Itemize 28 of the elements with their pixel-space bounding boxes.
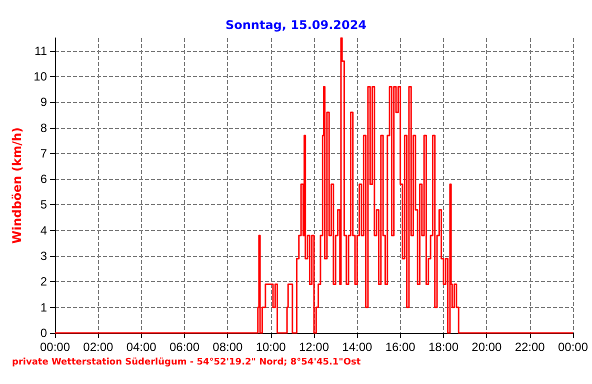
x-tick-label: 14:00	[342, 340, 373, 354]
x-tick-label: 08:00	[212, 340, 244, 354]
x-tick-label: 18:00	[428, 340, 459, 354]
y-tick-label: 9	[40, 95, 48, 110]
x-tick-label: 06:00	[169, 340, 200, 354]
y-tick-label: 3	[40, 249, 48, 264]
x-tick-label: 02:00	[83, 340, 114, 354]
x-tick-label: 20:00	[472, 340, 502, 354]
text: private Wetterstation Süderlügum - 54°52'19.2" Nord; 8°54'45.1"Ost	[12, 358, 362, 368]
y-tick-label: 6	[40, 172, 48, 186]
y-tick-label: 7	[40, 146, 48, 160]
chart-title: Sonntag, 15.09.2024	[225, 18, 367, 32]
x-tick-label: 00:00	[40, 340, 70, 354]
y-tick-label: 8	[40, 120, 48, 135]
y-tick-label: 0	[40, 326, 48, 340]
x-tick-label: 12:00	[298, 340, 330, 354]
y-tick-label: 10	[34, 69, 48, 84]
y-tick-label: 4	[40, 223, 48, 238]
y-tick-label: 5	[40, 198, 48, 212]
x-tick-label: 22:00	[514, 340, 546, 354]
x-tick-label: 10:00	[256, 340, 286, 354]
y-axis-title: Windböen (km/h)	[10, 127, 24, 244]
x-tick-label: 00:00	[558, 340, 588, 354]
y-tick-label: 11	[34, 44, 48, 58]
x-tick-label: 16:00	[385, 340, 416, 354]
y-tick-label: 1	[40, 300, 48, 314]
x-tick-label: 04:00	[126, 340, 157, 354]
y-tick-label: 2	[40, 274, 48, 289]
